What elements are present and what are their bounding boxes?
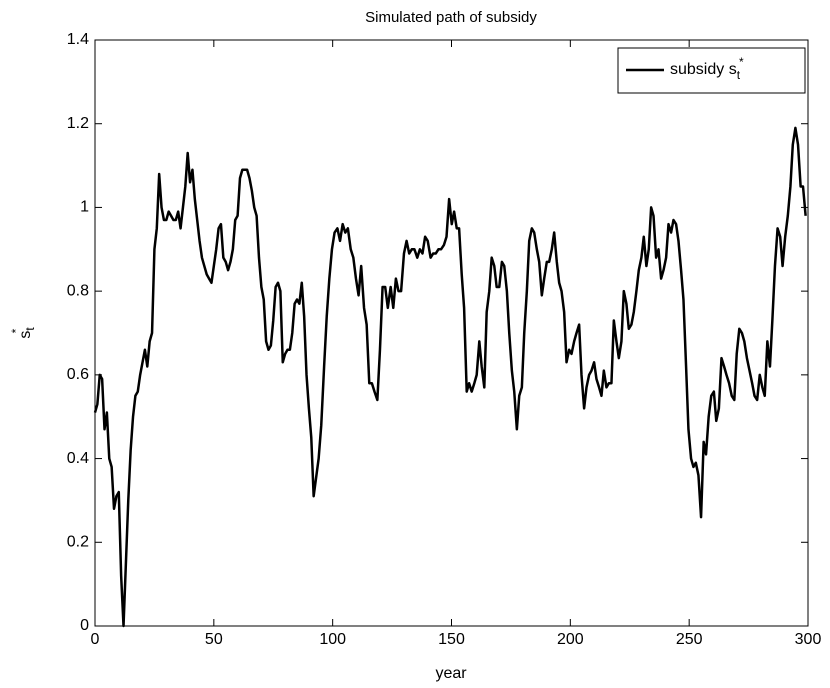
chart-title: Simulated path of subsidy [365,9,537,26]
legend-label-superscript: * [739,55,744,69]
y-tick-label: 0.8 [67,282,89,299]
x-tick-label: 300 [795,631,822,648]
x-tick-label: 100 [319,631,346,648]
y-tick-label: 1.2 [67,115,89,132]
data-line [93,126,807,628]
x-tick-label: 0 [91,631,100,648]
y-tick-label: 0.4 [67,450,89,467]
legend: subsidy st* [617,47,806,94]
y-tick-label: 1.4 [67,31,89,48]
legend-label-subscript: t [737,68,741,82]
y-tick-label: 0.6 [67,366,89,383]
plot-area: 0 50 100 150 200 250 300 0 0.2 0.4 0.6 0.8 1 1.2 1.4 su… [67,31,822,648]
x-tick-label: 50 [205,631,223,648]
x-tick-label: 150 [438,631,465,648]
x-axis-label: year [435,665,467,682]
y-axis-label: st* [9,327,37,339]
y-tick-label: 1 [80,199,89,216]
y-axis-label-subscript: t [23,327,37,331]
y-tick-label: 0.2 [67,534,89,551]
y-axis-label-text: s [17,331,34,339]
legend-label: subsidy st* [670,55,744,82]
x-tick-label: 200 [557,631,584,648]
y-axis-label-superscript: * [9,328,23,333]
y-tick-label: 0 [80,617,89,634]
x-tick-label: 250 [676,631,703,648]
legend-label-text: subsidy s [670,61,737,78]
